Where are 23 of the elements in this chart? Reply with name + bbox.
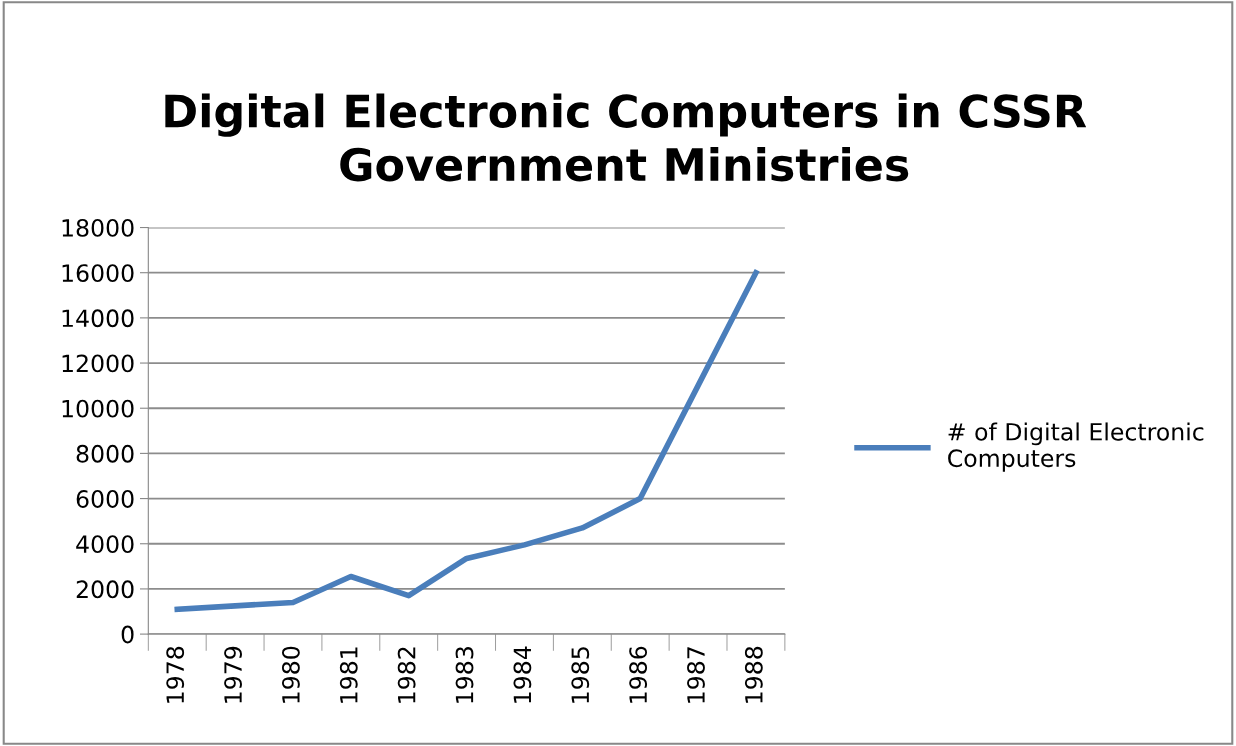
y-tick-label: 2000	[76, 580, 134, 599]
x-tick-label: 1981	[339, 647, 358, 703]
y-tick-label: 0	[121, 625, 134, 644]
x-tick-label: 1986	[629, 646, 648, 703]
x-tick-label: 1984	[513, 646, 532, 703]
x-tick-label: 1982	[397, 647, 416, 703]
y-tick-label: 16000	[62, 264, 134, 283]
y-tick-label: 12000	[62, 354, 134, 373]
y-tick-label: 10000	[62, 399, 134, 418]
x-tick-label: 1985	[571, 647, 590, 703]
x-tick-label: 1979	[224, 646, 242, 703]
x-tick-label: 1983	[455, 647, 474, 703]
y-tick-label: 8000	[76, 444, 134, 463]
x-tick-label: 1988	[744, 646, 763, 703]
legend-label: # of Digital Electronic Computers	[948, 422, 1204, 472]
x-tick-label: 1978	[166, 646, 185, 703]
y-tick-label: 6000	[76, 490, 134, 508]
y-tick-label: 14000	[62, 309, 134, 328]
y-tick-label: 18000	[62, 218, 134, 237]
chart-title: Digital Electronic Computers in CSSR Government Ministries	[165, 93, 1087, 182]
x-tick-label: 1980	[281, 646, 300, 703]
y-tick-label: 4000	[76, 535, 134, 554]
x-tick-label: 1987	[687, 647, 705, 703]
